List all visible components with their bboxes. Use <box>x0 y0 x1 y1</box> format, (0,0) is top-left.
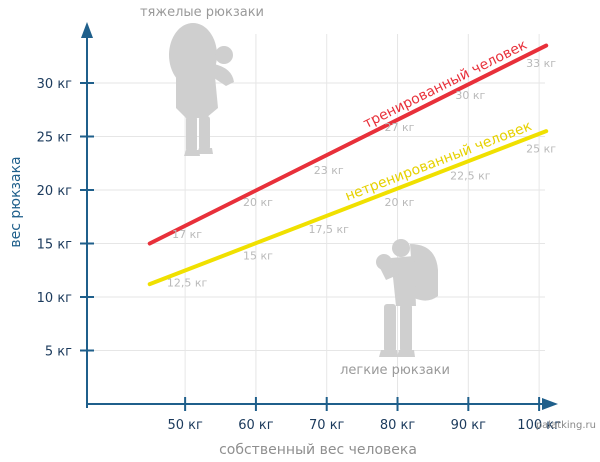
data-label: 23 кг <box>314 164 344 177</box>
y-ticks: 5 кг 10 кг 15 кг 20 кг 25 кг 30 кг <box>37 77 94 360</box>
annotation-heavy-backpacks: тяжелые рюкзаки <box>140 5 264 20</box>
hiker-heavy-backpack-icon <box>169 23 234 156</box>
y-tick-label: 25 кг <box>37 131 73 146</box>
x-axis-arrow <box>542 398 558 410</box>
silhouettes <box>169 23 438 357</box>
credit-text: palatking.ru <box>536 420 596 431</box>
series-label-trained: тренированный человек <box>361 37 530 132</box>
y-tick-label: 10 кг <box>37 291 73 306</box>
x-tick-label: 90 кг <box>451 418 487 433</box>
data-label: 15 кг <box>243 250 273 263</box>
x-tick-label: 50 кг <box>167 418 203 433</box>
x-ticks: 50 кг 60 кг 70 кг 80 кг 90 кг 100 кг <box>167 397 561 433</box>
y-axis-label: вес рюкзака <box>8 156 24 247</box>
y-tick-label: 15 кг <box>37 238 73 253</box>
series-line-trained <box>147 43 549 246</box>
data-label: 20 кг <box>243 196 273 209</box>
x-axis-label: собственный вес человека <box>219 442 417 458</box>
y-tick-label: 5 кг <box>45 345 72 360</box>
x-tick-label: 70 кг <box>309 418 345 433</box>
y-axis-arrow <box>81 22 93 38</box>
data-label: 12,5 кг <box>167 276 208 289</box>
data-label: 33 кг <box>526 57 556 70</box>
series-line-untrained <box>147 129 549 287</box>
series-lines <box>147 43 549 287</box>
x-tick-label: 60 кг <box>238 418 274 433</box>
y-tick-label: 30 кг <box>37 77 73 92</box>
grid <box>86 34 545 404</box>
point-labels: 17 кг 20 кг 23 кг 27 кг 30 кг 33 кг 12,5 кг 15 … <box>167 57 556 289</box>
data-label: 27 кг <box>385 121 415 134</box>
data-label: 20 кг <box>385 196 415 209</box>
x-tick-label: 100 кг <box>517 418 561 433</box>
x-tick-label: 80 кг <box>380 418 416 433</box>
data-label: 17,5 кг <box>309 223 350 236</box>
data-label: 30 кг <box>455 89 485 102</box>
data-label: 22,5 кг <box>450 169 491 182</box>
data-label: 25 кг <box>526 143 556 156</box>
hiker-light-backpack-icon <box>376 239 438 357</box>
axes <box>81 22 558 410</box>
y-tick-label: 20 кг <box>37 184 73 199</box>
annotation-light-backpacks: легкие рюкзаки <box>340 363 450 378</box>
data-label: 17 кг <box>172 228 202 241</box>
